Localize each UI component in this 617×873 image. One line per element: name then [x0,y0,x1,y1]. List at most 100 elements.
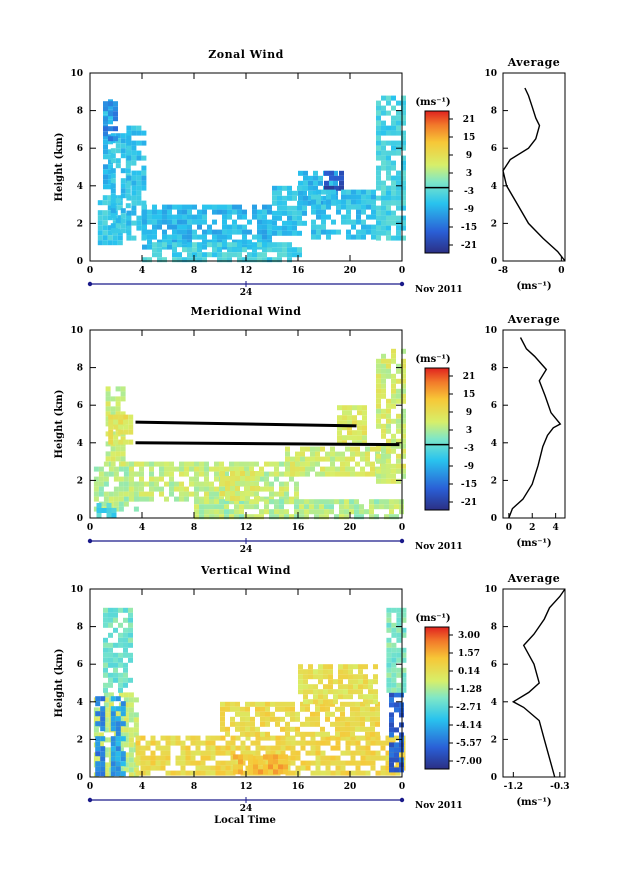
data-cell [145,745,151,751]
data-cell [356,209,361,215]
average-y-tick-label: 6 [491,660,497,670]
data-cell [108,414,114,420]
data-cell [279,481,284,487]
data-cell [209,504,214,510]
data-cell [118,491,124,497]
data-cell [110,741,116,747]
data-cell [300,765,306,771]
data-cell [128,767,134,773]
data-cell [93,732,99,738]
data-cell [345,760,351,766]
data-cell [376,458,381,464]
data-cell [260,706,265,712]
data-cell [285,706,290,712]
data-cell [117,240,123,246]
data-cell [192,234,197,240]
data-cell [335,451,340,457]
average-y-tick-label: 4 [491,182,497,192]
data-cell [318,175,323,181]
data-cell [287,185,292,191]
data-cell [333,699,338,705]
data-cell [396,652,402,658]
data-cell [320,731,325,737]
data-cell [157,247,162,253]
data-cell [229,509,234,515]
data-cell [269,471,274,477]
data-cell [145,760,151,766]
data-cell [401,205,406,211]
data-cell [248,769,253,775]
data-cell [362,425,367,431]
data-cell [103,184,108,190]
y-tick-label: 2 [77,735,83,745]
data-cell [376,423,381,429]
data-cell [287,247,292,253]
data-cell [376,358,381,364]
data-cell [115,771,121,777]
data-cell [391,642,397,648]
data-cell [355,745,361,751]
data-cell [157,219,162,225]
data-cell [277,200,282,206]
data-cell [111,513,117,518]
data-cell [396,125,401,131]
data-cell [401,368,406,374]
data-cell [263,764,268,770]
data-cell [128,622,133,628]
data-cell [401,195,406,201]
data-cell [110,173,116,179]
data-cell [324,509,329,515]
data-cell [324,514,329,520]
data-cell [315,721,320,727]
data-cell [192,214,197,220]
data-cell [142,229,147,235]
data-cell [248,759,253,765]
data-cell [394,727,399,733]
data-cell [123,486,129,492]
data-cell [386,617,392,623]
data-cell [205,740,211,746]
x-tick-label: 4 [139,523,145,533]
data-cell [270,716,275,722]
data-cell [304,499,309,505]
data-cell [385,740,391,746]
data-cell [128,697,134,703]
data-cell [113,491,119,497]
data-cell [103,737,109,743]
data-cell [385,765,391,771]
data-cell [139,461,144,467]
data-cell [279,514,284,520]
data-cell [129,481,134,487]
data-cell [235,711,240,717]
data-cell [355,446,360,452]
data-cell [381,433,386,439]
data-cell [365,461,370,467]
data-cell [265,721,270,727]
average-y-tick-label: 4 [491,439,497,449]
data-cell [267,209,272,215]
data-cell [298,180,303,186]
y-tick-label: 2 [77,476,83,486]
data-cell [282,242,287,248]
data-cell [210,750,216,756]
colorbar-tick-label: 9 [466,408,472,418]
data-cell [209,509,214,515]
data-cell [290,461,295,467]
data-cell [319,514,324,520]
data-cell [396,627,402,633]
data-cell [252,242,257,248]
data-cell [110,178,116,184]
data-cell [103,622,108,628]
data-cell [118,501,124,507]
data-cell [134,481,139,487]
data-cell [282,200,287,206]
data-cell [134,496,139,502]
data-cell [401,443,406,449]
data-cell [394,757,399,763]
y-tick-label: 0 [77,773,83,783]
data-cell [117,235,123,241]
data-cell [245,486,250,491]
data-cell [128,702,134,708]
data-cell [217,242,222,248]
data-cell [174,496,179,502]
